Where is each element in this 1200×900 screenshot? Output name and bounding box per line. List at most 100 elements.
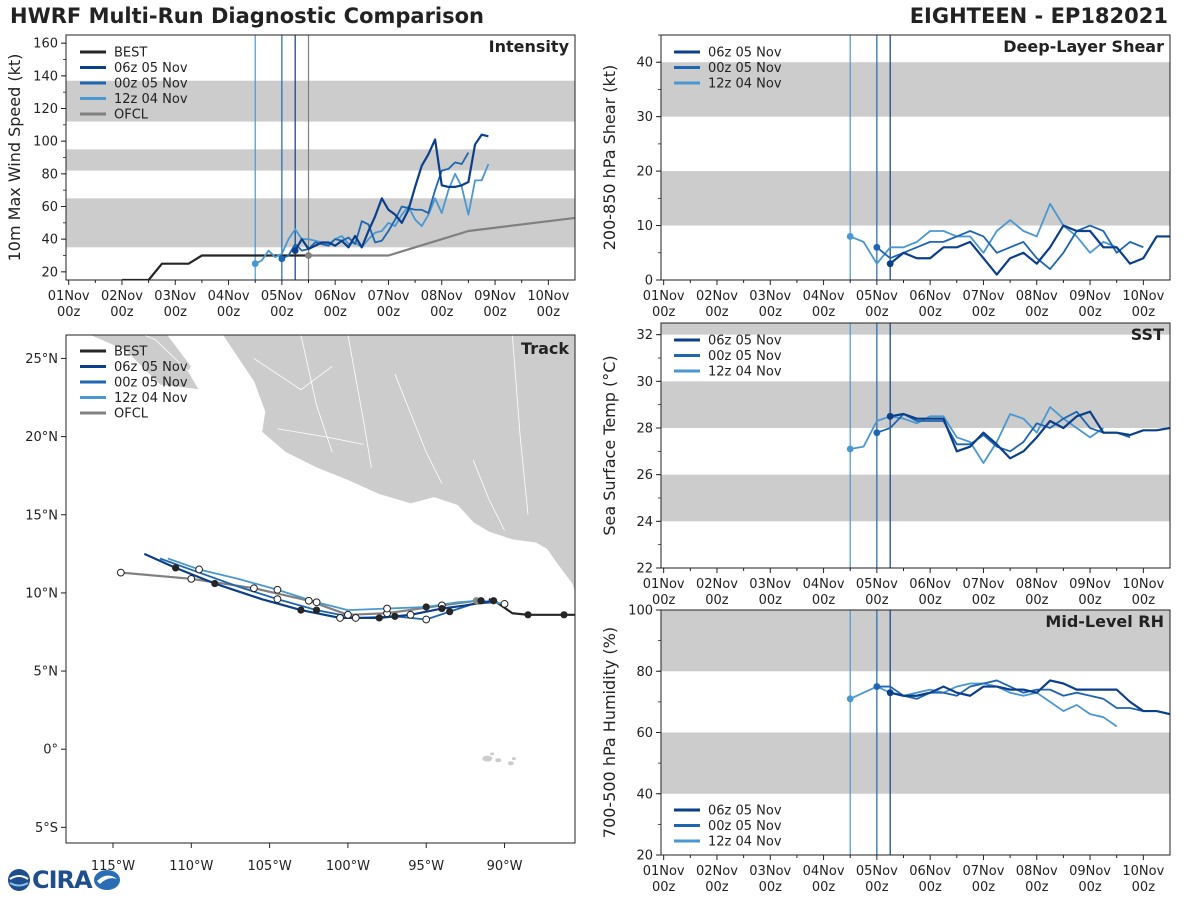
state-border [347, 335, 372, 468]
state-border [394, 373, 443, 484]
series-marker [846, 445, 854, 453]
track-position-filled [560, 611, 568, 619]
y-tick-label: 40 [636, 56, 653, 71]
legend-label: 06z 05 Nov [708, 46, 782, 61]
lat-tick-label: 10°N [25, 586, 58, 601]
track-position-filled [489, 597, 498, 605]
cira-logo: CIRA [6, 866, 122, 894]
threshold-band [661, 474, 1170, 522]
x-tick-label: 05Nov [261, 289, 303, 304]
x-tick-label: 05Nov [856, 289, 898, 304]
x-tick-label: 00z [972, 593, 996, 608]
legend-label: OFCL [114, 108, 149, 123]
x-tick-label: 00z [865, 593, 889, 608]
x-tick-label: 00z [972, 305, 996, 320]
x-tick-label: 00z [705, 305, 729, 320]
logo-text: CIRA [32, 866, 93, 894]
x-tick-label: 09Nov [474, 289, 516, 304]
track-position-hollow [406, 610, 415, 619]
x-tick-label: 02Nov [696, 289, 738, 304]
legend-label: BEST [114, 46, 147, 61]
x-tick-label: 00z [652, 593, 676, 608]
sst-panel: 01Nov00z02Nov00z03Nov00z04Nov00z05Nov00z… [600, 322, 1171, 608]
series-line [889, 410, 1170, 460]
x-tick-label: 05Nov [856, 577, 898, 592]
panel-title: SST [1131, 325, 1164, 344]
x-tick-label: 04Nov [208, 289, 250, 304]
lat-tick-label: 0° [43, 743, 58, 758]
state-border [277, 428, 364, 445]
x-tick-label: 02Nov [101, 289, 143, 304]
track-position-hollow [273, 585, 282, 594]
lat-tick-label: 20°N [25, 430, 58, 445]
track-position-filled [477, 597, 485, 605]
y-tick-label: 140 [33, 69, 58, 84]
x-tick-label: 00z [1132, 305, 1156, 320]
series-marker [305, 252, 312, 259]
x-tick-label: 00z [759, 880, 783, 895]
track-position-hollow [344, 610, 352, 619]
intensity-panel: 01Nov00z02Nov00z03Nov00z04Nov00z05Nov00z… [5, 34, 576, 320]
sst-plot-area [661, 323, 1170, 568]
x-tick-label: 08Nov [1016, 289, 1058, 304]
y-axis-label: 200-850 hPa Shear (kt) [600, 65, 619, 251]
track-line [167, 557, 505, 612]
storm-id-title: EIGHTEEN - EP182021 [909, 4, 1168, 28]
panel-title: Deep-Layer Shear [1003, 37, 1164, 56]
track-panel: 115°W 110°W 105°W 100°W 95°W 90°W 25°N 20°N 15°N… [25, 334, 576, 874]
x-tick-label: 04Nov [803, 577, 845, 592]
y-tick-label: 40 [41, 233, 58, 248]
series-marker [886, 260, 894, 268]
track-position-filled [172, 564, 180, 572]
x-tick-label: 00z [483, 305, 507, 320]
x-tick-label: 00z [1132, 593, 1156, 608]
state-border [300, 335, 333, 453]
y-axis-label: 700-500 hPa Humidity (%) [600, 627, 619, 838]
x-tick-label: 09Nov [1069, 864, 1111, 879]
x-tick-label: 03Nov [749, 289, 791, 304]
threshold-band [661, 323, 1170, 335]
rh-plot-area [661, 610, 1170, 855]
x-tick-label: 00z [918, 305, 942, 320]
track-line [159, 557, 497, 621]
legend-label: 12z 04 Nov [708, 77, 782, 92]
legend-label: 06z 05 Nov [708, 334, 782, 349]
landmass [143, 335, 575, 594]
track-position-hollow [250, 584, 258, 593]
lon-tick-label: 100°W [326, 859, 370, 874]
series-line [889, 224, 1170, 276]
track-position-filled [312, 606, 321, 614]
lon-tick-label: 95°W [408, 859, 444, 874]
track-position-filled [297, 606, 305, 614]
series-marker [873, 683, 881, 690]
galapagos-island [489, 752, 494, 756]
x-tick-label: 05Nov [856, 864, 898, 879]
track-position-hollow [312, 598, 321, 607]
track-position-hollow [195, 565, 204, 574]
y-axis-label: 10m Max Wind Speed (kt) [5, 54, 24, 262]
series-marker [873, 429, 881, 437]
x-tick-label: 00z [270, 305, 294, 320]
x-tick-label: 01Nov [643, 864, 685, 879]
shear-plot-area [661, 35, 1170, 280]
legend-label: 12z 04 Nov [708, 835, 782, 850]
x-tick-label: 01Nov [643, 577, 685, 592]
state-border [472, 459, 505, 531]
x-tick-label: 06Nov [909, 864, 951, 879]
lat-tick-label: 5°N [34, 665, 59, 680]
legend-label: OFCL [114, 407, 149, 422]
axes-frame [65, 334, 576, 844]
track-position-hollow [500, 599, 509, 608]
y-tick-label: 100 [33, 135, 58, 150]
y-tick-label: 20 [636, 849, 653, 864]
legend-label: 12z 04 Nov [708, 365, 782, 380]
y-tick-label: 60 [636, 726, 653, 741]
y-tick-label: 80 [636, 665, 653, 680]
x-tick-label: 04Nov [803, 864, 845, 879]
x-tick-label: 00z [812, 880, 836, 895]
track-position-hollow [422, 615, 431, 624]
x-tick-label: 06Nov [314, 289, 356, 304]
panel-title: Mid-Level RH [1045, 612, 1164, 631]
track-position-filled [391, 612, 399, 620]
